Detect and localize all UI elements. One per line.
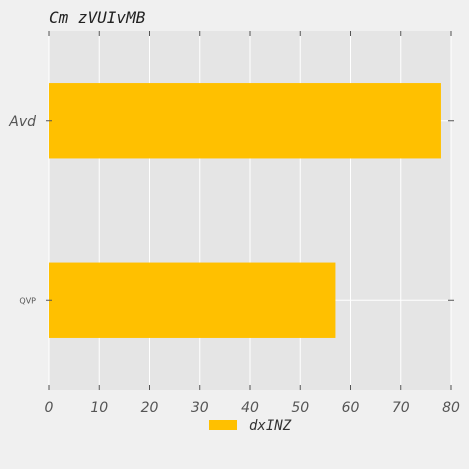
- x-tick-label: 40: [241, 400, 259, 416]
- x-tick-label: 10: [90, 400, 108, 416]
- x-tick-label: 60: [342, 400, 360, 416]
- x-tick-label: 20: [141, 400, 159, 416]
- x-tick-label: 70: [392, 400, 410, 416]
- legend-label: dxINZ: [249, 418, 292, 434]
- bar-avd: [49, 83, 441, 159]
- bar-qvp: [49, 262, 336, 338]
- y-tick-labels: Avd QVP: [8, 114, 36, 306]
- bars-group: [49, 83, 441, 338]
- legend: dxINZ: [209, 418, 292, 434]
- x-tick-label: 80: [442, 400, 460, 416]
- y-tick-label: QVP: [19, 296, 36, 305]
- x-tick-label: 30: [191, 400, 209, 416]
- y-tick-label: Avd: [8, 114, 36, 130]
- x-tick-label: 50: [291, 400, 309, 416]
- tick-marks: [46, 31, 454, 390]
- chart-title: Cm zVUIvMB: [49, 8, 146, 27]
- legend-swatch: [209, 420, 237, 430]
- x-tick-label: 0: [45, 400, 54, 416]
- x-tick-labels: 0 10 20 30 40 50 60 70 80: [45, 400, 460, 416]
